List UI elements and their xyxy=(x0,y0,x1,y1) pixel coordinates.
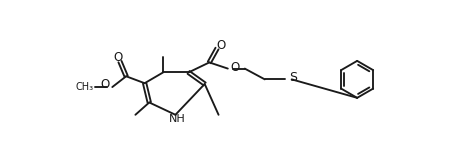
Text: NH: NH xyxy=(169,114,185,124)
Text: O: O xyxy=(100,78,109,91)
Text: O: O xyxy=(216,39,225,52)
Text: CH₃: CH₃ xyxy=(76,82,94,92)
Text: O: O xyxy=(230,61,240,74)
Text: S: S xyxy=(289,71,297,84)
Text: O: O xyxy=(113,51,122,64)
